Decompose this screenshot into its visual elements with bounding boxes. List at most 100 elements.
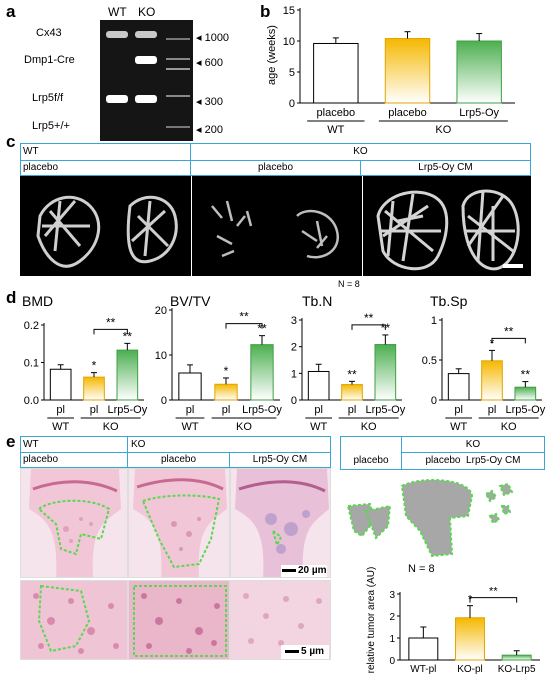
band-label-lrp5ff: Lrp5f/f xyxy=(32,92,64,104)
bar-1 xyxy=(307,370,330,401)
bracket-label: ** xyxy=(504,324,514,338)
panel-label-c: c xyxy=(6,132,16,151)
c-header-ko-sub1: placebo xyxy=(190,160,361,176)
y-tick-label: 2 xyxy=(291,342,297,354)
bar-3 xyxy=(456,40,502,104)
e-header-ko-sub2: Lrp5-Oy CM xyxy=(229,452,331,468)
c-header-ko: KO xyxy=(190,143,531,161)
group-label-wt: WT xyxy=(52,421,69,430)
lane-label-wt: WT xyxy=(108,5,127,19)
x-tick-label: Lrp5-Oy xyxy=(505,404,545,416)
chart-title: Tb.Sp xyxy=(430,293,468,309)
significance-bracket xyxy=(93,328,128,335)
gel-ladder xyxy=(166,30,190,135)
histology-zoom-ko-placebo xyxy=(128,580,230,660)
group-label-ko: KO xyxy=(103,421,119,430)
scalebar-20um: 20 µm xyxy=(282,565,327,576)
bracket-label: ** xyxy=(489,586,498,598)
panel-label-b: b xyxy=(260,2,271,21)
significance-mark: ** xyxy=(123,329,133,343)
scalebar-5um: 5 µm xyxy=(285,646,324,657)
bar-2 xyxy=(481,360,503,401)
c-header-wt-sub: placebo xyxy=(20,160,191,176)
significance-mark: ** xyxy=(521,368,531,382)
x-tick-label: Lrp5-Oy xyxy=(365,404,405,416)
histology-zoom-wt xyxy=(20,580,128,660)
microct-ko-lrp5oy xyxy=(363,176,531,276)
y-tick-label: 0.0 xyxy=(24,395,39,407)
significance-bracket xyxy=(491,337,526,344)
ladder-200: 200 xyxy=(204,124,223,136)
bar-2 xyxy=(384,38,431,104)
y-tick-label: 0 xyxy=(389,656,395,667)
x-tick-label: pl xyxy=(314,404,323,416)
bar-1 xyxy=(447,373,470,401)
gel-ladder-labels: ◂ 1000 ◂ 600 ◂ 300 ◂ 200 xyxy=(196,32,230,136)
group-label-wt: WT xyxy=(450,421,467,430)
x-tick-label: pl xyxy=(222,404,231,416)
x-tick-label: Lrp5-Oy xyxy=(459,107,499,119)
x-tick-label: placebo xyxy=(388,107,427,119)
bar-3 xyxy=(116,349,139,401)
x-tick-label: pl xyxy=(90,404,99,416)
c-header-wt: WT xyxy=(20,143,191,161)
y-tick-label: 0 xyxy=(431,395,437,407)
bar-2 xyxy=(341,384,363,401)
bar-2 xyxy=(83,376,105,401)
e-sil-header-ko: KO xyxy=(401,436,545,453)
group-label-ko: KO xyxy=(361,421,377,430)
band-label-cx43: Cx43 xyxy=(36,27,62,39)
x-tick-label: pl xyxy=(488,404,497,416)
microct-ko-placebo xyxy=(192,176,362,276)
y-tick-label: 15 xyxy=(283,5,295,17)
bar-1 xyxy=(313,42,359,104)
bracket-label: ** xyxy=(364,311,374,325)
x-tick-label: WT-pl xyxy=(410,664,436,675)
e-sil-header-ko-sub: placebo Lrp5-Oy CM xyxy=(401,452,545,470)
e-header-ko: KO xyxy=(127,436,331,453)
group-label-ko: KO xyxy=(435,124,451,136)
bracket-label: ** xyxy=(239,310,249,324)
gel-band-labels: Cx43 Dmp1-Cre Lrp5f/f Lrp5+/+ xyxy=(20,20,100,145)
band-label-dmp1-cre: Dmp1-Cre xyxy=(24,54,75,66)
y-tick-label: 2 xyxy=(389,612,395,623)
x-tick-label: KO-Lrp5 xyxy=(498,664,536,675)
significance-bracket xyxy=(225,323,263,329)
significance-mark: * xyxy=(224,364,229,378)
bar-1 xyxy=(408,637,439,661)
x-tick-label: placebo xyxy=(317,107,356,119)
histology-ko-placebo xyxy=(128,468,230,578)
c-header-ko-sub2: Lrp5-Oy CM xyxy=(360,160,531,176)
lane-label-ko: KO xyxy=(138,5,156,19)
e-header-wt-sub: placebo xyxy=(20,452,128,468)
tumor-silhouettes xyxy=(346,479,514,558)
chart-b: 0 5 10 15 placebo placebo Lrp5-Oy WT KO age (week… xyxy=(266,5,515,136)
significance-mark: ** xyxy=(347,367,357,381)
x-tick-label: pl xyxy=(56,404,65,416)
y-tick-label: 10 xyxy=(155,350,167,362)
y-axis-label: relative tumor area (AU) xyxy=(366,567,377,674)
n-label-e: N = 8 xyxy=(408,563,435,575)
ladder-1000: 1000 xyxy=(204,32,230,44)
x-tick-label: pl xyxy=(454,404,463,416)
group-label-wt: WT xyxy=(327,124,344,136)
significance-mark: * xyxy=(92,359,97,373)
microct-wt-placebo xyxy=(20,176,191,276)
group-label-wt: WT xyxy=(310,421,327,430)
bar-1 xyxy=(178,372,202,401)
panel-label-a: a xyxy=(6,2,16,21)
band-label-lrp5wt: Lrp5+/+ xyxy=(32,120,70,132)
bar-1 xyxy=(49,368,72,401)
gel-band-cre-ko xyxy=(135,56,157,64)
e-header-wt: WT xyxy=(20,436,128,453)
y-tick-label: 1 xyxy=(431,315,437,327)
significance-bracket xyxy=(469,597,518,603)
bar-3 xyxy=(250,344,274,401)
y-tick-label: 0 xyxy=(161,395,167,407)
histology-ko-lrp5oy xyxy=(230,468,331,578)
gel-image xyxy=(100,20,193,141)
y-tick-label: 3 xyxy=(389,590,395,601)
chart-title: BV/TV xyxy=(170,293,211,309)
